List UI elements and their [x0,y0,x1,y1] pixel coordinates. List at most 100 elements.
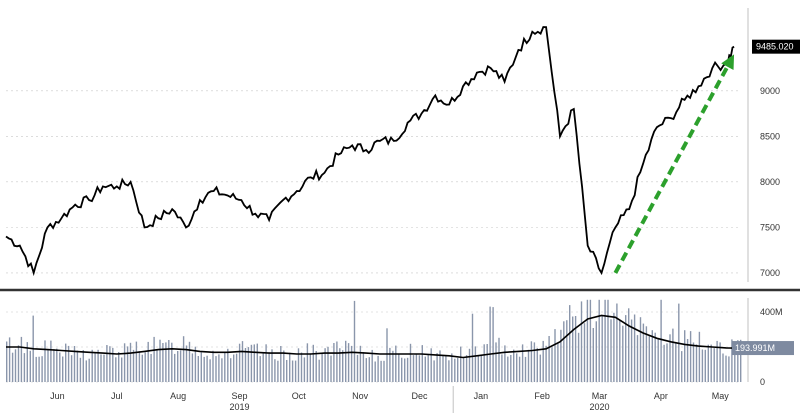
volume-bar [256,343,258,382]
volume-bar [291,360,294,382]
price-last-value: 9485.020 [756,42,794,52]
volume-bar [135,341,138,382]
volume-bar [495,342,497,382]
volume-bar [353,300,356,382]
volume-bar [200,352,202,382]
volume-bar [698,331,701,382]
volume-bar [731,339,733,382]
price-tick-label: 7500 [760,222,780,232]
volume-bar [675,343,677,382]
volume-bar [704,349,706,382]
volume-bar [421,345,423,382]
volume-bar [268,352,270,382]
price-panel: 7000 7500 8000 8500 9000 9485.020 [5,8,800,282]
price-y-axis: 7000 7500 8000 8500 9000 [747,8,780,282]
volume-bar [238,343,241,382]
volume-bar [203,356,205,382]
price-tick-label: 8000 [760,177,780,187]
volume-bar [356,354,359,382]
volume-bar [241,341,244,382]
volume-bar [563,321,565,382]
volume-bar [737,340,739,382]
volume-bar [480,355,482,382]
volume-bar [277,360,279,382]
volume-bar [527,349,530,382]
volume-bar [35,356,37,382]
volume-bar [651,330,653,382]
volume-bar [427,354,429,382]
volume-bar [347,343,350,382]
volume-bar [516,353,518,382]
volume-bar [359,345,362,382]
volume-bar [451,353,453,382]
volume-bar [619,320,621,382]
volume-bar [554,329,556,382]
volume-bar [598,299,600,382]
volume-bar [430,348,432,382]
volume-bar [185,345,188,382]
volume-bar [560,329,562,382]
volume-bar [401,357,403,382]
volume-bar [483,344,485,382]
volume-bar [112,347,114,382]
volume-bar [312,344,314,382]
volume-bar [613,312,615,382]
volume-bar [138,351,141,382]
price-tick-label: 7000 [760,268,780,278]
volume-bar [362,352,365,382]
volume-bar [324,348,326,382]
volume-bar [395,345,397,382]
volume-bar [318,359,320,382]
volume-bar [85,360,87,382]
volume-bar [734,342,736,382]
volume-bar [713,348,715,382]
volume-bar [221,358,223,382]
volume-bar [235,353,238,382]
volume-bar [91,349,93,382]
volume-bar [507,356,509,382]
volume-bar [689,331,692,382]
volume-bar [439,350,441,382]
x-year-label: 2020 [590,402,610,412]
volume-bar [315,351,317,382]
volume-bar [740,339,742,382]
volume-bar [274,359,276,382]
volume-bar [76,350,79,382]
volume-bar [374,361,376,382]
volume-bar [294,360,297,382]
volume-bar [230,358,232,382]
volume-bar [524,356,527,382]
volume-bar [171,342,173,382]
volume-bar [707,344,709,382]
volume-bar [289,352,291,382]
volume-bar [197,356,199,382]
volume-bar [300,352,303,382]
volume-bar [589,299,592,383]
volume-bar [156,350,158,382]
volume-bar [398,353,400,382]
volume-bar [144,352,146,382]
volume-bar [607,299,609,383]
volume-bar [109,346,111,382]
volume-bar [306,343,309,382]
x-tick-label: Feb [534,391,550,401]
volume-bar [636,335,639,382]
volume-bar [415,354,418,382]
volume-bar [574,316,577,382]
volume-bar [477,356,479,382]
volume-bar [126,346,129,382]
price-tick-label: 8500 [760,131,780,141]
volume-bar [194,346,197,382]
volume-bar [179,350,182,382]
volume-bar [259,356,261,382]
volume-bar [586,299,589,383]
volume-bar [17,345,20,382]
volume-bar [321,352,323,382]
volume-bar [616,303,618,382]
price-last-value-badge: 9485.020 [752,39,800,54]
volume-bar [404,358,406,382]
volume-bar [539,354,541,382]
volume-bar [327,346,329,382]
price-line [5,26,735,277]
volume-bar [610,319,612,382]
